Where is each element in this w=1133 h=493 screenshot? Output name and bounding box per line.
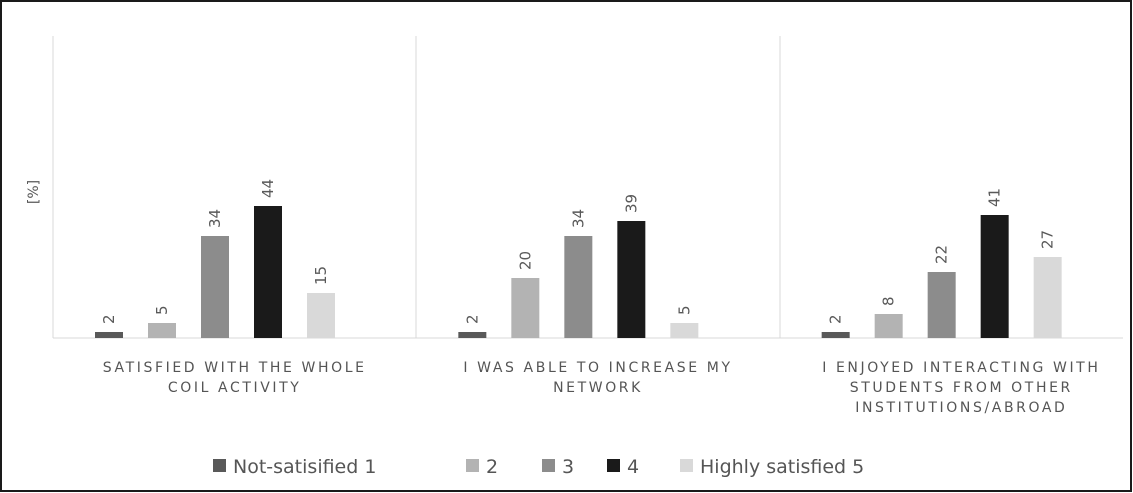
bar xyxy=(307,293,335,338)
bar xyxy=(874,314,903,338)
bar xyxy=(564,236,593,338)
data-label: 20 xyxy=(516,251,534,270)
category-label: COIL ACTIVITY xyxy=(168,380,302,396)
plot-area: 2 5 34 44 15 SATISFIED WITH THE WHOLE COIL ACT… xyxy=(52,36,1123,416)
category-label: I WAS ABLE TO INCREASE MY xyxy=(463,360,732,376)
legend-label: 2 xyxy=(486,456,498,478)
legend-swatch xyxy=(542,459,555,472)
legend-label: Highly satisfied 5 xyxy=(700,456,864,478)
data-label: 41 xyxy=(986,188,1004,207)
bar xyxy=(980,215,1009,338)
bar xyxy=(458,332,487,338)
bar xyxy=(1033,257,1062,338)
data-label: 34 xyxy=(569,209,587,228)
data-label: 22 xyxy=(933,245,951,264)
data-label: 5 xyxy=(675,305,693,315)
bar xyxy=(201,236,229,338)
data-label: 39 xyxy=(622,194,640,213)
legend-swatch xyxy=(680,459,693,472)
bar xyxy=(511,278,540,338)
legend-label: Not-satisified 1 xyxy=(233,456,376,478)
legend: Not-satisified 1 2 3 4 Highly satisfied 5 xyxy=(213,456,864,478)
legend-swatch xyxy=(466,459,479,472)
bar xyxy=(617,221,646,338)
legend-label: 4 xyxy=(627,456,639,478)
data-label: 2 xyxy=(463,314,481,324)
category-label: NETWORK xyxy=(553,380,643,396)
legend-label: 3 xyxy=(562,456,574,478)
bar xyxy=(254,206,282,338)
bar xyxy=(95,332,123,338)
bar xyxy=(821,332,850,338)
legend-swatch xyxy=(607,459,620,472)
category-label: STUDENTS FROM OTHER xyxy=(850,380,1073,396)
data-label: 15 xyxy=(312,266,330,285)
data-label: 2 xyxy=(827,314,845,324)
data-label: 5 xyxy=(153,305,171,315)
category-label: SATISFIED WITH THE WHOLE xyxy=(103,360,367,376)
data-label: 44 xyxy=(259,179,277,198)
bar xyxy=(670,323,699,338)
data-label: 34 xyxy=(206,209,224,228)
data-label: 27 xyxy=(1039,230,1057,249)
bar xyxy=(148,323,176,338)
category-label: INSTITUTIONS/ABROAD xyxy=(855,400,1067,416)
category-label: I ENJOYED INTERACTING WITH xyxy=(822,360,1100,376)
legend-swatch xyxy=(213,459,226,472)
bar xyxy=(927,272,956,338)
data-label: 8 xyxy=(880,296,898,306)
y-axis-label: [%] xyxy=(26,180,42,204)
data-label: 2 xyxy=(100,314,118,324)
